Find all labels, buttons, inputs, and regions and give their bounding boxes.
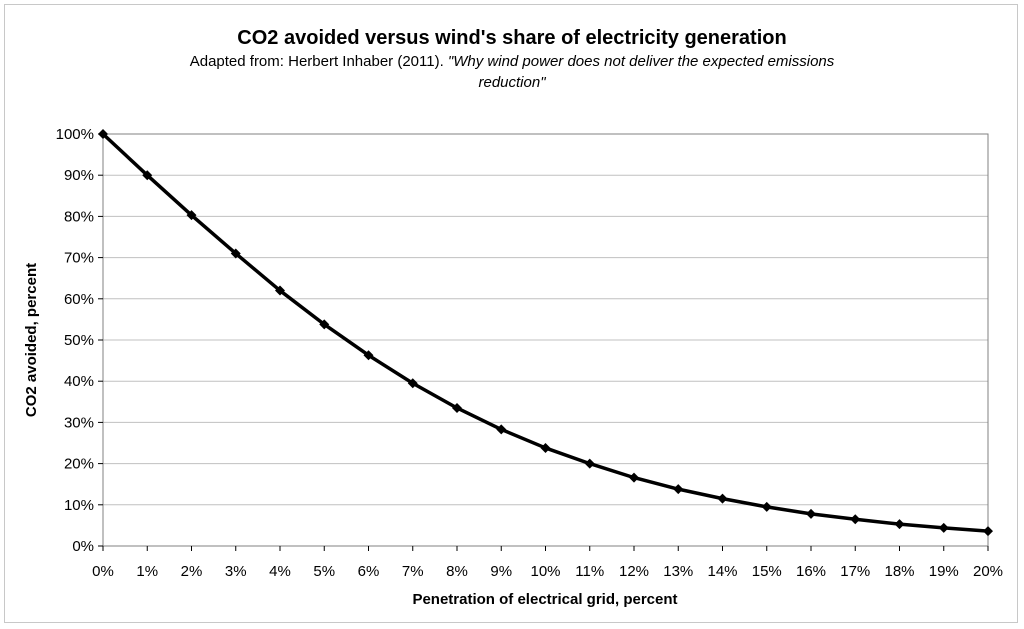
chart-subtitle: Adapted from: Herbert Inhaber (2011). "W… (190, 53, 835, 70)
data-point-marker (850, 514, 861, 525)
x-tick-label: 8% (446, 563, 468, 580)
data-point-marker (142, 170, 153, 181)
y-tick-label: 50% (64, 332, 94, 349)
data-point-marker (761, 501, 772, 512)
data-point-marker (363, 350, 374, 361)
data-point-marker (673, 484, 684, 495)
x-axis: 0% 1% 2% 3% 4% 5% 6% 7% 8% 9% 10% 11% 12% 13% 14% 15% 16… (92, 546, 1003, 580)
data-point-marker (938, 522, 949, 533)
series-group (98, 129, 993, 537)
x-axis-title: Penetration of electrical grid, percent (412, 591, 677, 608)
y-tick-label: 20% (64, 456, 94, 473)
y-tick-label: 10% (64, 497, 94, 514)
subtitle-reference-line2: reduction" (478, 74, 546, 91)
data-point-marker (186, 210, 197, 221)
data-point-marker (407, 378, 418, 389)
y-tick-label: 0% (72, 538, 94, 555)
x-tick-label: 16% (796, 563, 826, 580)
x-tick-label: 14% (707, 563, 737, 580)
y-tick-label: 40% (64, 373, 94, 390)
x-tick-label: 13% (663, 563, 693, 580)
x-tick-label: 9% (490, 563, 512, 580)
y-tick-label: 100% (56, 126, 94, 143)
x-tick-label: 6% (358, 563, 380, 580)
subtitle-prefix: Adapted from: Herbert Inhaber (2011). (190, 53, 448, 70)
y-tick-label: 60% (64, 291, 94, 308)
data-point-marker (717, 493, 728, 504)
x-tick-label: 18% (884, 563, 914, 580)
data-point-marker (275, 285, 285, 296)
data-point-marker (806, 508, 816, 519)
subtitle-reference-line1: "Why wind power does not deliver the exp… (448, 53, 835, 70)
x-tick-label: 3% (225, 563, 247, 580)
x-tick-label: 1% (136, 563, 158, 580)
x-tick-label: 19% (929, 563, 959, 580)
series-line (101, 132, 989, 533)
y-tick-label: 30% (64, 414, 94, 431)
x-tick-label: 17% (840, 563, 870, 580)
data-point-marker (629, 472, 639, 483)
x-tick-label: 20% (973, 563, 1003, 580)
data-point-marker (983, 526, 993, 537)
x-tick-label: 0% (92, 563, 114, 580)
y-tick-label: 90% (64, 167, 94, 184)
data-point-marker (319, 319, 330, 330)
y-tick-label: 80% (64, 208, 94, 225)
x-tick-label: 11% (575, 563, 604, 580)
x-tick-label: 15% (752, 563, 782, 580)
data-point-marker (230, 248, 241, 259)
x-tick-label: 12% (619, 563, 649, 580)
y-axis-title: CO2 avoided, percent (23, 263, 40, 417)
data-point-marker (894, 519, 905, 530)
data-point-marker (540, 442, 551, 453)
x-tick-label: 4% (269, 563, 291, 580)
x-tick-label: 2% (181, 563, 203, 580)
y-tick-label: 70% (64, 250, 94, 267)
y-axis: 0% 10% 20% 30% 40% 50% 60% 70% 80% 90% 100% (56, 126, 103, 555)
x-tick-label: 7% (402, 563, 424, 580)
data-point-marker (98, 129, 108, 139)
data-point-marker (452, 402, 462, 413)
gridlines (103, 174, 988, 506)
data-point-marker (584, 458, 595, 469)
chart-title: CO2 avoided versus wind's share of elect… (237, 27, 786, 49)
data-point-marker (496, 424, 507, 435)
x-tick-label: 10% (530, 563, 560, 580)
x-tick-label: 5% (313, 563, 335, 580)
